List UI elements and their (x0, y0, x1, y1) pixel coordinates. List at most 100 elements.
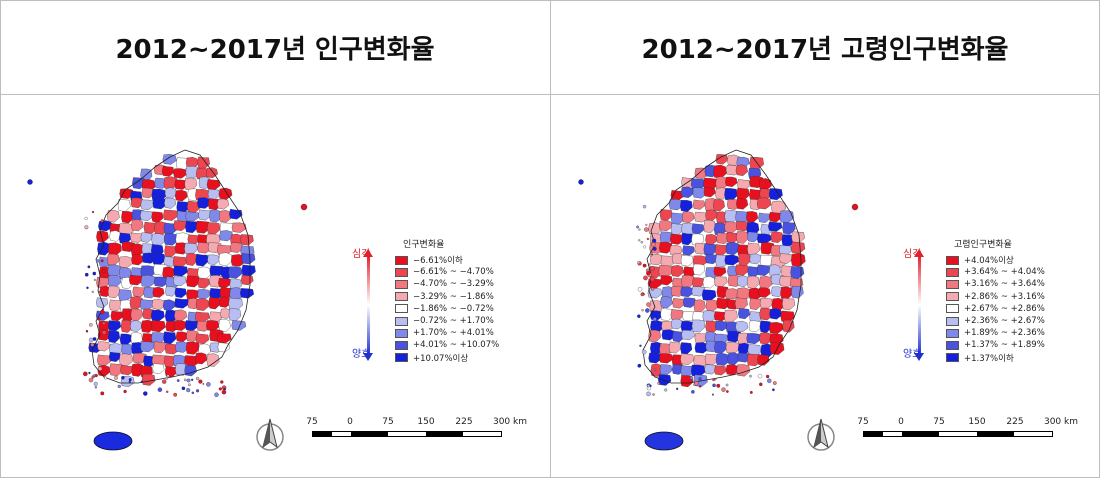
district-polygon (759, 307, 773, 321)
district-polygon (130, 243, 144, 257)
district-polygon (96, 230, 109, 243)
district-polygon (791, 253, 806, 267)
district-polygon (693, 263, 706, 276)
district-polygon (130, 232, 144, 243)
district-polygon (768, 211, 782, 223)
severity-bottom-label: 양호 (352, 349, 371, 360)
legend-swatch (395, 316, 408, 326)
district-polygon (681, 232, 694, 246)
district-polygon (216, 332, 232, 344)
district-polygon (694, 342, 709, 354)
island (86, 286, 89, 290)
island (712, 383, 716, 388)
district-polygon (162, 154, 177, 165)
island (772, 388, 775, 392)
legend-item: −4.70% ~ −3.29% (395, 278, 499, 290)
district-polygon (660, 255, 675, 268)
district-polygon (714, 244, 728, 256)
district-polygon (176, 201, 189, 214)
legend-label: +1.70% ~ +4.01% (413, 328, 494, 339)
district-polygon (209, 288, 223, 300)
legend-swatch (395, 292, 408, 302)
legend-swatch (946, 316, 959, 326)
district-polygon (713, 164, 727, 179)
legend-label: +1.89% ~ +2.36% (964, 328, 1045, 339)
district-polygon (779, 210, 795, 224)
district-polygon (680, 186, 694, 198)
island (646, 384, 651, 388)
scale-bar-graphic (863, 431, 1053, 437)
district-polygon (758, 287, 771, 298)
island (220, 380, 224, 384)
legend-label: −0.72% ~ +1.70% (413, 316, 494, 327)
district-polygon (131, 219, 144, 232)
district-polygon (206, 353, 220, 367)
district-polygon (240, 288, 254, 299)
district-polygon (118, 289, 132, 302)
island (123, 389, 127, 394)
district-polygon (109, 343, 124, 356)
district-polygon (650, 363, 664, 377)
district-polygon (140, 210, 154, 221)
district-polygon (648, 352, 662, 364)
legend-item: +3.16% ~ +3.64% (946, 278, 1045, 290)
coastline (642, 149, 802, 384)
island (157, 387, 163, 392)
district-polygon (705, 234, 718, 245)
legend-swatch (946, 292, 959, 302)
district-polygon (704, 364, 718, 375)
district-polygon (240, 234, 254, 246)
island (637, 287, 643, 292)
severity-bottom-label: 양호 (903, 349, 922, 360)
district-polygon (151, 299, 166, 310)
district-polygon (715, 353, 731, 366)
legend-item: −6.61% ~ −4.70% (395, 266, 499, 278)
island (140, 380, 143, 383)
district-polygon (129, 274, 144, 286)
legend-swatch (946, 304, 959, 314)
district-polygon (724, 221, 739, 234)
district-polygon (647, 287, 663, 299)
island (191, 391, 195, 395)
island (100, 259, 104, 263)
island (84, 225, 89, 230)
district-polygon (669, 233, 685, 245)
island (92, 374, 96, 377)
island (643, 275, 648, 281)
left-legend: 인구변화율 −6.61%이하 −6.61% ~ −4.70% −4.70% ~ −3… (395, 237, 499, 364)
district-polygon (173, 168, 187, 179)
legend-item: +3.64% ~ +4.04% (946, 266, 1045, 278)
scale-tick-label: 225 (455, 417, 473, 427)
legend-title: 고령인구변화율 (954, 240, 1012, 250)
district-polygon (736, 187, 750, 201)
right-legend: 고령인구변화율 +4.04%이상 +3.64% ~ +4.04% +3.16% ~ … (946, 237, 1045, 364)
severity-arrow-up-icon (914, 249, 924, 257)
district-polygon (218, 277, 232, 289)
district-polygon (779, 253, 793, 264)
island (83, 371, 88, 377)
district-polygon (107, 210, 120, 223)
district-polygon (714, 321, 729, 332)
island (162, 379, 167, 384)
severity-gradient-bar (918, 255, 921, 355)
legend-item: +2.86% ~ +3.16% (946, 291, 1045, 303)
district-polygon (241, 264, 256, 277)
district-polygon (659, 209, 673, 221)
island (94, 386, 97, 389)
district-polygon (737, 179, 751, 191)
island (117, 384, 121, 389)
district-polygon (658, 219, 673, 232)
left-panel-title: 2012~2017년 인구변화율 (115, 34, 435, 65)
island (89, 323, 93, 327)
district-polygon (186, 275, 201, 288)
district-polygon (790, 241, 806, 254)
district-polygon (680, 353, 695, 365)
island (101, 330, 107, 335)
legend-item: −1.86% ~ −0.72% (395, 303, 499, 315)
island (97, 366, 103, 371)
district-polygon (704, 353, 719, 366)
island (773, 381, 777, 385)
district-polygon (680, 200, 693, 212)
district-polygon (693, 299, 706, 313)
district-polygon (670, 223, 684, 236)
